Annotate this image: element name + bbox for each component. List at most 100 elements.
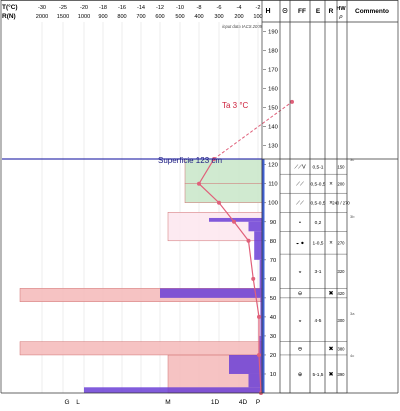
col-commento-header: Commento: [355, 8, 389, 15]
stratum-hw: 200: [338, 182, 346, 187]
stratum-r: ✖: [328, 371, 333, 378]
temperature-point: [232, 220, 236, 224]
bottom-label-p: P: [256, 399, 260, 406]
height-tick-label: 190: [268, 30, 278, 36]
height-tick-label: 90: [270, 220, 276, 226]
r-tick-label: 700: [136, 14, 145, 20]
stratum-r: ×: [329, 182, 333, 188]
bottom-label-1d: 1D: [211, 399, 220, 406]
height-tick-label: 30: [270, 334, 276, 340]
ram-bar: [260, 336, 262, 355]
ram-bar: [229, 355, 262, 374]
stratum-ff: ⊖: [298, 291, 303, 297]
t-tick-label: -20: [80, 5, 88, 11]
height-tick-label: 140: [268, 125, 278, 131]
col-hw-unit: ρ: [338, 14, 342, 20]
r-tick-label: 100: [253, 14, 262, 20]
height-tick-label: 170: [268, 68, 278, 74]
height-axis: 1020304050607080901001101201301401501601…: [262, 30, 278, 393]
height-tick-label: 130: [268, 144, 278, 150]
height-tick-label: 160: [268, 87, 278, 93]
grid-lines: [42, 22, 258, 393]
height-tick-label: 70: [270, 258, 276, 264]
hardness-layer: [20, 342, 262, 355]
stratum-hw: 380: [338, 346, 346, 351]
air-temperature-point: [290, 100, 294, 104]
height-tick-label: 20: [270, 353, 276, 359]
stratum-ff: ⟋⟋: [296, 200, 304, 207]
ram-bar: [160, 288, 262, 298]
temperature-point: [217, 201, 221, 205]
t-tick-label: -8: [197, 5, 202, 11]
r-tick-label: 900: [98, 14, 107, 20]
t-tick-labels: -30-25-20-18-16-14-12-10-8-6-4-2: [38, 5, 261, 11]
stratum-ff: ◒ ●: [296, 241, 304, 247]
stratum-hw: 320: [338, 269, 346, 274]
t-tick-label: -6: [217, 5, 222, 11]
stratum-hw: 150: [338, 165, 346, 170]
col-r-header: R: [329, 8, 334, 15]
t-tick-label: -4: [237, 5, 242, 11]
ram-bar: [260, 260, 262, 289]
input-note: input data IACS 2009: [222, 24, 262, 29]
col-theta-header: Θ: [282, 8, 288, 15]
height-tick-label: 110: [268, 182, 277, 188]
air-temperature-annotation: Ta 3 °C: [222, 101, 249, 110]
comment-marker: 3b: [350, 214, 355, 219]
stratum-hw: 390: [338, 372, 346, 377]
stratum-e: 3-1: [315, 269, 322, 275]
stratum-ff: ⊖: [298, 346, 303, 352]
stratum-e: 0,5-0,5: [311, 182, 326, 188]
stratum-e: 4-5: [315, 318, 322, 324]
ram-bar: [84, 387, 262, 393]
snow-depth-bar: [262, 159, 265, 393]
stratum-ff: ◒: [298, 269, 301, 275]
height-tick-label: 150: [268, 106, 278, 112]
height-tick-label: 60: [270, 277, 276, 283]
t-tick-label: -10: [176, 5, 184, 11]
hardness-layer: [185, 184, 262, 203]
r-tick-label: 300: [214, 14, 223, 20]
t-tick-label: -30: [38, 5, 46, 11]
comment-marker: 4c: [350, 353, 354, 358]
stratum-e: 0,2: [315, 220, 322, 226]
r-tick-label: 500: [175, 14, 184, 20]
stratum-hw: 300: [338, 318, 346, 323]
temperature-point: [251, 277, 255, 281]
r-tick-label: 600: [155, 14, 164, 20]
comment-marker: 3c: [350, 157, 354, 162]
temperature-point: [257, 315, 261, 319]
height-tick-label: 80: [270, 239, 276, 245]
height-tick-label: 120: [268, 163, 278, 169]
r-tick-label: 1000: [78, 14, 90, 20]
t-tick-label: -18: [99, 5, 107, 11]
bottom-label-4d: 4D: [239, 399, 248, 406]
stratum-e: 0,5-1: [313, 165, 324, 171]
col-h-header: H: [265, 8, 270, 15]
r-tick-label: 2000: [36, 14, 48, 20]
t-tick-label: -16: [118, 5, 126, 11]
t-axis-label: T(°C): [2, 3, 18, 11]
height-tick-label: 40: [270, 315, 276, 321]
col-ff-header: FF: [298, 8, 306, 15]
r-tick-label: 400: [194, 14, 203, 20]
stratum-ff: ⟋⟋: [296, 181, 304, 188]
temperature-point: [257, 353, 261, 357]
stratum-ff: ◒: [298, 318, 301, 324]
stratum-r: ×: [329, 241, 333, 247]
bottom-label-g: G: [64, 399, 69, 406]
surface-annotation: Superficie 123 cm: [158, 156, 222, 165]
hardness-layer: [168, 212, 262, 241]
t-tick-label: -12: [156, 5, 164, 11]
bottom-label-l: L: [76, 399, 80, 406]
r-tick-label: 200: [234, 14, 243, 20]
stratum-hw: 270: [338, 241, 346, 246]
stratum-ff: •: [299, 220, 301, 226]
stratum-e: 1-0,5: [313, 241, 324, 247]
r-axis-label: R(N): [2, 13, 16, 20]
height-tick-label: 180: [268, 49, 278, 55]
